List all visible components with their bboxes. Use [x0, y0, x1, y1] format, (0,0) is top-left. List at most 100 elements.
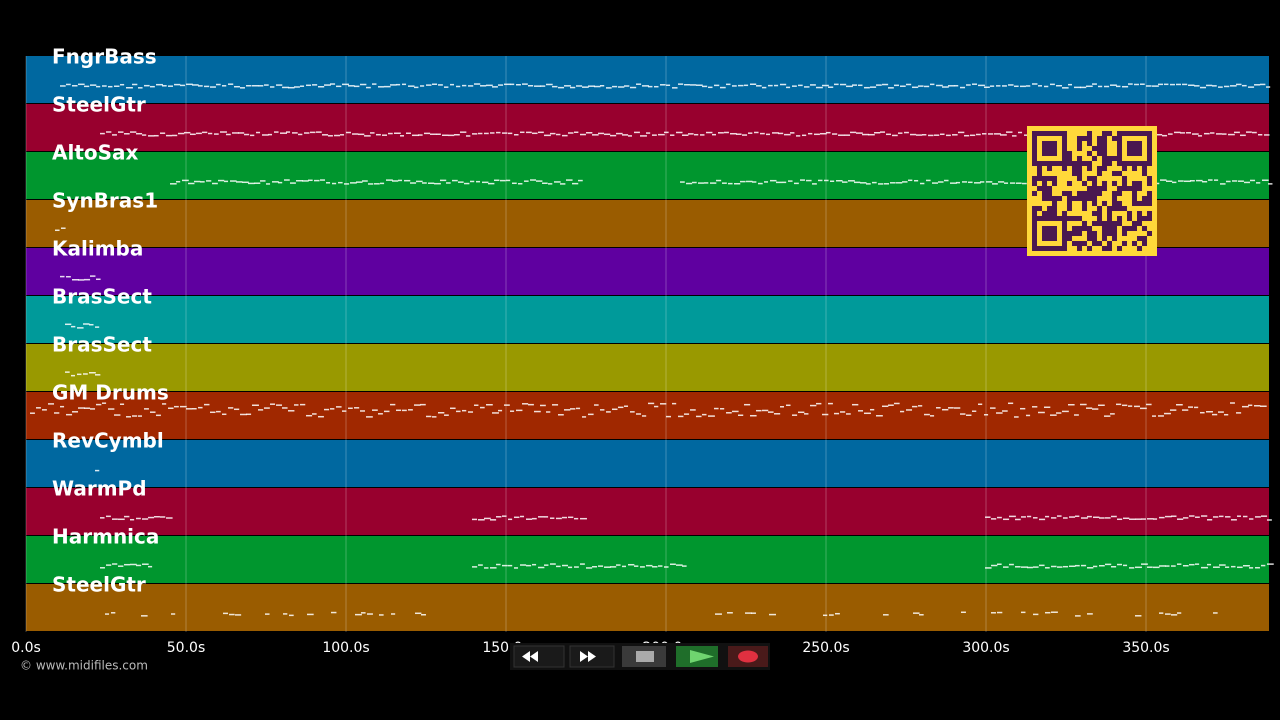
play-button[interactable]	[676, 646, 718, 667]
qr-cell	[1092, 191, 1097, 196]
qr-cell	[1047, 206, 1052, 211]
qr-cell	[1052, 231, 1057, 236]
qr-cell	[1127, 151, 1132, 156]
qr-cell	[1062, 151, 1067, 156]
qr-cell	[1132, 226, 1137, 231]
qr-cell	[1122, 186, 1127, 191]
qr-cell	[1137, 181, 1142, 186]
qr-cell	[1032, 151, 1037, 156]
qr-cell	[1097, 151, 1102, 156]
qr-cell	[1082, 196, 1087, 201]
track-band	[26, 584, 1269, 631]
qr-cell	[1102, 146, 1107, 151]
qr-cell	[1142, 226, 1147, 231]
qr-cell	[1032, 241, 1037, 246]
qr-cell	[1102, 186, 1107, 191]
track-name: FngrBass	[52, 45, 157, 69]
track-name: SteelGtr	[52, 573, 146, 597]
qr-cell	[1042, 196, 1047, 201]
track-band	[26, 536, 1269, 583]
qr-cell	[1032, 131, 1037, 136]
qr-cell	[1052, 181, 1057, 186]
track-name: BrasSect	[52, 285, 152, 309]
qr-cell	[1067, 216, 1072, 221]
qr-cell	[1047, 216, 1052, 221]
qr-cell	[1147, 151, 1152, 156]
qr-cell	[1117, 146, 1122, 151]
fast-forward-button[interactable]	[569, 645, 615, 668]
qr-cell	[1052, 201, 1057, 206]
qr-cell	[1077, 141, 1082, 146]
qr-cell	[1062, 131, 1067, 136]
qr-cell	[1047, 141, 1052, 146]
qr-cell	[1057, 246, 1062, 251]
qr-cell	[1087, 186, 1092, 191]
qr-cell	[1117, 191, 1122, 196]
qr-cell	[1092, 146, 1097, 151]
record-button[interactable]	[728, 646, 768, 667]
time-tick-label: 250.0s	[802, 640, 849, 656]
qr-cell	[1082, 206, 1087, 211]
qr-cell	[1117, 161, 1122, 166]
qr-code	[1027, 126, 1157, 256]
qr-cell	[1062, 211, 1067, 216]
qr-cell	[1122, 161, 1127, 166]
qr-cell	[1097, 146, 1102, 151]
qr-cell	[1072, 166, 1077, 171]
qr-cell	[1082, 181, 1087, 186]
qr-cell	[1042, 141, 1047, 146]
qr-cell	[1122, 181, 1127, 186]
qr-cell	[1137, 216, 1142, 221]
qr-cell	[1097, 171, 1102, 176]
qr-cell	[1147, 211, 1152, 216]
rewind-button[interactable]	[513, 645, 565, 668]
qr-cell	[1102, 141, 1107, 146]
qr-cell	[1117, 206, 1122, 211]
qr-cell	[1077, 241, 1082, 246]
qr-cell	[1142, 201, 1147, 206]
time-tick-label: 300.0s	[962, 640, 1009, 656]
qr-cell	[1147, 131, 1152, 136]
qr-cell	[1082, 136, 1087, 141]
qr-cell	[1077, 246, 1082, 251]
qr-cell	[1117, 131, 1122, 136]
qr-cell	[1102, 236, 1107, 241]
track-name: Kalimba	[52, 237, 143, 261]
qr-cell	[1147, 156, 1152, 161]
qr-cell	[1067, 231, 1072, 236]
qr-cell	[1092, 181, 1097, 186]
qr-cell	[1032, 181, 1037, 186]
qr-cell	[1042, 161, 1047, 166]
track-band	[26, 56, 1269, 103]
qr-cell	[1107, 221, 1112, 226]
qr-cell	[1117, 216, 1122, 221]
qr-cell	[1032, 211, 1037, 216]
stop-button[interactable]	[622, 646, 666, 667]
track-band	[26, 488, 1269, 535]
time-tick-label: 50.0s	[167, 640, 205, 656]
qr-cell	[1092, 211, 1097, 216]
qr-cell	[1097, 211, 1102, 216]
qr-cell	[1057, 131, 1062, 136]
qr-cell	[1097, 221, 1102, 226]
qr-cell	[1117, 171, 1122, 176]
qr-cell	[1062, 246, 1067, 251]
qr-cell	[1132, 186, 1137, 191]
qr-cell	[1102, 166, 1107, 171]
qr-cell	[1072, 196, 1077, 201]
qr-cell	[1112, 221, 1117, 226]
qr-cell	[1097, 206, 1102, 211]
qr-cell	[1117, 141, 1122, 146]
qr-cell	[1087, 191, 1092, 196]
qr-cell	[1092, 186, 1097, 191]
qr-cell	[1047, 146, 1052, 151]
copyright: © www.midifiles.com	[20, 659, 148, 673]
qr-cell	[1092, 201, 1097, 206]
qr-cell	[1137, 161, 1142, 166]
qr-cell	[1047, 231, 1052, 236]
qr-cell	[1072, 171, 1077, 176]
qr-cell	[1092, 236, 1097, 241]
qr-cell	[1092, 221, 1097, 226]
qr-cell	[1117, 156, 1122, 161]
qr-cell	[1107, 131, 1112, 136]
